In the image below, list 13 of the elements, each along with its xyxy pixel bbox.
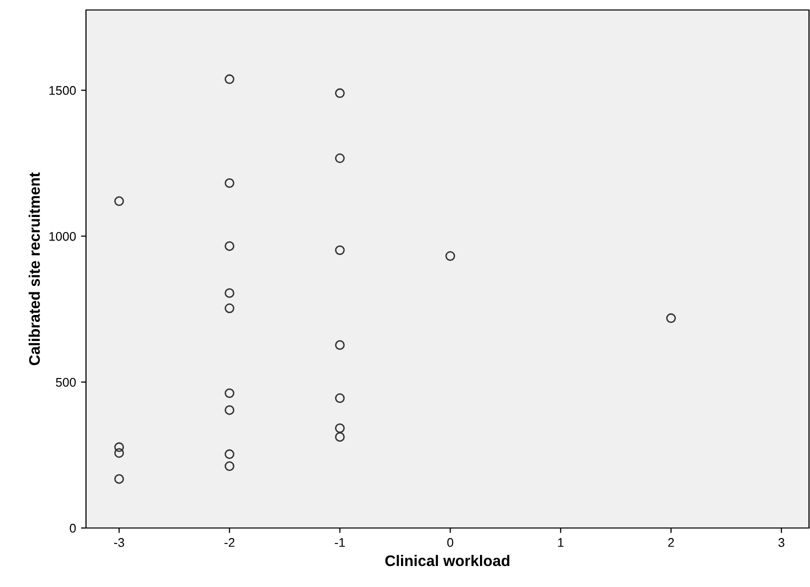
y-tick-label: 1000 — [49, 232, 76, 241]
x-tick-label: -1 — [334, 538, 345, 547]
x-tick-label: 0 — [447, 538, 454, 547]
y-axis-title: Calibrated site recruitment — [28, 172, 40, 366]
x-tick-label: -3 — [114, 538, 124, 547]
y-tick-label: 500 — [56, 378, 76, 387]
y-tick-label: 1500 — [49, 86, 76, 95]
x-axis-title: Clinical workload — [385, 554, 510, 566]
x-tick-label: 1 — [558, 538, 564, 547]
x-tick-label: 2 — [668, 538, 674, 547]
x-tick-label: -2 — [224, 538, 234, 547]
x-tick-label: 3 — [778, 538, 784, 547]
y-tick-label: 0 — [70, 524, 76, 533]
